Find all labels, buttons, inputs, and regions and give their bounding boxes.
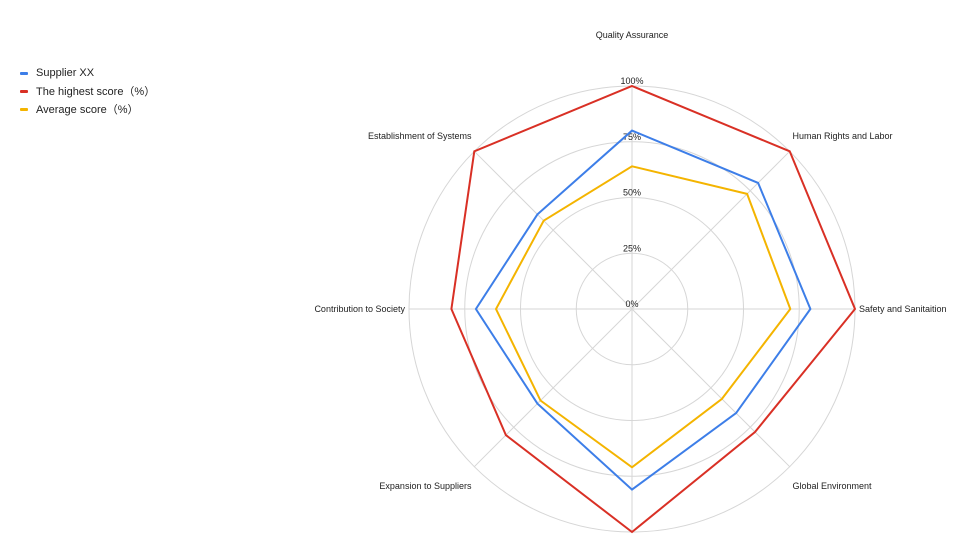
legend: Supplier XX The highest score（%） Average… (20, 64, 155, 118)
legend-swatch-average (20, 107, 28, 111)
legend-label-highest: The highest score（%） (36, 86, 156, 98)
legend-swatch-highest (20, 89, 28, 93)
legend-label-supplier: Supplier XX (36, 67, 95, 79)
series-line-0 (474, 129, 812, 491)
grid-spoke-3 (631, 308, 791, 468)
tick-label-4: 100% (620, 76, 643, 86)
grid-spoke-7 (473, 150, 633, 310)
legend-label-average: Average score（%） (36, 104, 139, 116)
tick-label-0: 0% (625, 299, 638, 309)
series-line-2 (494, 165, 792, 469)
category-label-0: Quality Assurance (596, 30, 669, 40)
legend-item-average[interactable]: Average score（%） (20, 100, 155, 118)
category-label-1: Human Rights and Labor (793, 131, 893, 141)
category-label-7: Establishment of Systems (368, 131, 472, 141)
category-label-6: Contribution to Society (314, 304, 405, 314)
series-line-1 (450, 84, 857, 534)
legend-item-highest[interactable]: The highest score（%） (20, 82, 155, 100)
category-label-3: Global Environment (793, 481, 873, 491)
legend-swatch-supplier (20, 71, 28, 75)
tick-label-2: 50% (623, 188, 641, 198)
legend-item-supplier[interactable]: Supplier XX (20, 64, 155, 82)
grid-spoke-1 (631, 150, 791, 310)
category-label-5: Expansion to Suppliers (379, 481, 472, 491)
grid-spoke-5 (473, 308, 633, 468)
tick-label-1: 25% (623, 243, 641, 253)
category-label-2: Safety and Sanitaition (859, 304, 947, 314)
tick-label-3: 75% (623, 132, 641, 142)
